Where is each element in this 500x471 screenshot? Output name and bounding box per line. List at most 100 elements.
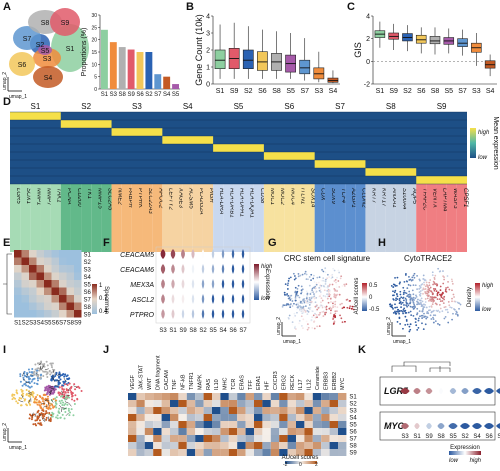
- velocity-point-S3: [47, 398, 49, 400]
- gene-count-xtick-label: S3: [315, 88, 324, 95]
- pathway-cell-S3: [254, 407, 262, 414]
- pathway-cell-S9: [212, 449, 220, 456]
- velocity-point-S4: [45, 419, 47, 421]
- gene-count-xtick-label: S8: [272, 88, 281, 95]
- velocity-point-S4: [48, 412, 50, 414]
- cyto-umap-point: [403, 293, 405, 295]
- pathway-cell-S4: [254, 414, 262, 421]
- crc-umap-point: [325, 279, 327, 281]
- pathway-cell-S8: [187, 442, 195, 449]
- velocity-point-S8: [52, 362, 54, 364]
- pathway-cell-S3: [136, 407, 144, 414]
- gene-count-xtick-label: S9: [230, 88, 239, 95]
- cyto-umap-point: [424, 279, 426, 281]
- cyto-umap-point: [430, 287, 432, 289]
- corr-cell: [67, 310, 75, 318]
- cyto-umap-point: [399, 283, 401, 285]
- g-legend-title: AUcell scores: [354, 278, 360, 315]
- umap-cluster-label-S3: S3: [43, 56, 52, 63]
- velocity-point-S9: [73, 383, 75, 385]
- pathway-row-label-S7: S7: [349, 437, 357, 443]
- cyto-umap-point: [455, 313, 457, 315]
- crc-umap-point: [292, 300, 294, 302]
- pathway-cell-S2: [288, 400, 296, 407]
- pathway-cell-S5: [237, 421, 245, 428]
- bar-xtick-label: S5: [172, 92, 180, 98]
- velocity-point-S6: [26, 393, 28, 395]
- crc-umap-point: [306, 325, 308, 327]
- cyto-umap-point: [419, 280, 421, 282]
- cyto-umap-point: [400, 296, 402, 298]
- pathway-cell-S8: [288, 442, 296, 449]
- cyto-umap-point: [396, 306, 398, 308]
- cyto-umap-point: [407, 304, 409, 306]
- pathway-cell-S6: [313, 428, 321, 435]
- corr-cell: [22, 288, 30, 296]
- pathway-cell-S6: [145, 428, 153, 435]
- crc-umap-point: [316, 284, 318, 286]
- velocity-point-S9: [58, 394, 60, 396]
- cyto-umap-point: [409, 303, 411, 305]
- pathway-cell-S6: [204, 428, 212, 435]
- cyto-umap-point: [427, 316, 429, 318]
- cyto-umap-point: [392, 290, 394, 292]
- cyto-umap-point: [431, 311, 433, 313]
- crc-umap-point: [282, 306, 284, 308]
- pathway-cell-S2: [321, 400, 329, 407]
- pathway-cell-S6: [338, 428, 346, 435]
- panel-a-umap-ylabel: umap_2: [2, 72, 8, 90]
- corr-cell: [44, 280, 52, 288]
- cyto-umap-point: [404, 310, 406, 312]
- crc-umap-point: [328, 293, 330, 295]
- corr-cell: [44, 310, 52, 318]
- velocity-point-S2: [50, 379, 52, 381]
- pathway-cell-S4: [321, 414, 329, 421]
- corr-legend-tick: 1: [99, 283, 103, 289]
- heat-row-S1: [10, 112, 467, 120]
- cyto-umap-point: [430, 318, 432, 320]
- pathway-cell-S7: [330, 435, 338, 442]
- gene-count-ytick-label: 3: [206, 31, 210, 38]
- crc-umap-point: [305, 327, 307, 329]
- pathway-cell-S3: [279, 407, 287, 414]
- velocity-point-S5: [46, 392, 48, 394]
- velocity-point-S8: [35, 369, 37, 371]
- corr-cell: [14, 273, 22, 281]
- heat-high-block-S1: [10, 112, 61, 120]
- heat-cluster-label-S1: S1: [30, 102, 40, 111]
- pathway-cell-S9: [170, 449, 178, 456]
- violin-CEACAM6-S1: [171, 264, 175, 274]
- crc-umap-point: [331, 277, 333, 279]
- crc-umap-point: [336, 277, 338, 279]
- cyto-umap-point: [394, 290, 396, 292]
- pathway-col-label: ERG2: [281, 375, 287, 390]
- pathway-cell-S3: [246, 407, 254, 414]
- corr-cell: [29, 250, 37, 258]
- velocity-point-S3: [35, 402, 37, 404]
- velocity-arrow: [59, 405, 62, 408]
- crc-umap-point: [297, 303, 299, 305]
- panel-i-umap-ylabel: umap_2: [2, 423, 8, 441]
- crc-umap-point: [327, 287, 329, 289]
- crc-umap-point: [334, 301, 336, 303]
- crc-umap-point: [310, 274, 312, 276]
- velocity-point-S8: [47, 364, 49, 366]
- cyto-umap-point: [439, 298, 441, 300]
- cyto-umap-point: [447, 311, 449, 313]
- pathway-cell-S9: [178, 449, 186, 456]
- crc-umap-point: [298, 322, 300, 324]
- violin-ASCL2-S9: [182, 294, 185, 304]
- k-violin-MYC-S9: [426, 423, 432, 429]
- velocity-point-S2: [58, 377, 60, 379]
- corr-legend-title: Spearman: [103, 286, 109, 314]
- panel-h-title: CytoTRACE2: [404, 254, 453, 263]
- velocity-point-S6: [15, 400, 17, 402]
- corr-cell: [14, 295, 22, 303]
- heat-legend-low: low: [478, 155, 488, 161]
- crc-umap-point: [320, 293, 322, 295]
- cyto-umap-point: [421, 322, 423, 324]
- velocity-point-S3: [42, 400, 44, 402]
- pathway-cell-S2: [330, 400, 338, 407]
- corr-cell: [74, 303, 82, 311]
- crc-umap-point: [288, 318, 290, 320]
